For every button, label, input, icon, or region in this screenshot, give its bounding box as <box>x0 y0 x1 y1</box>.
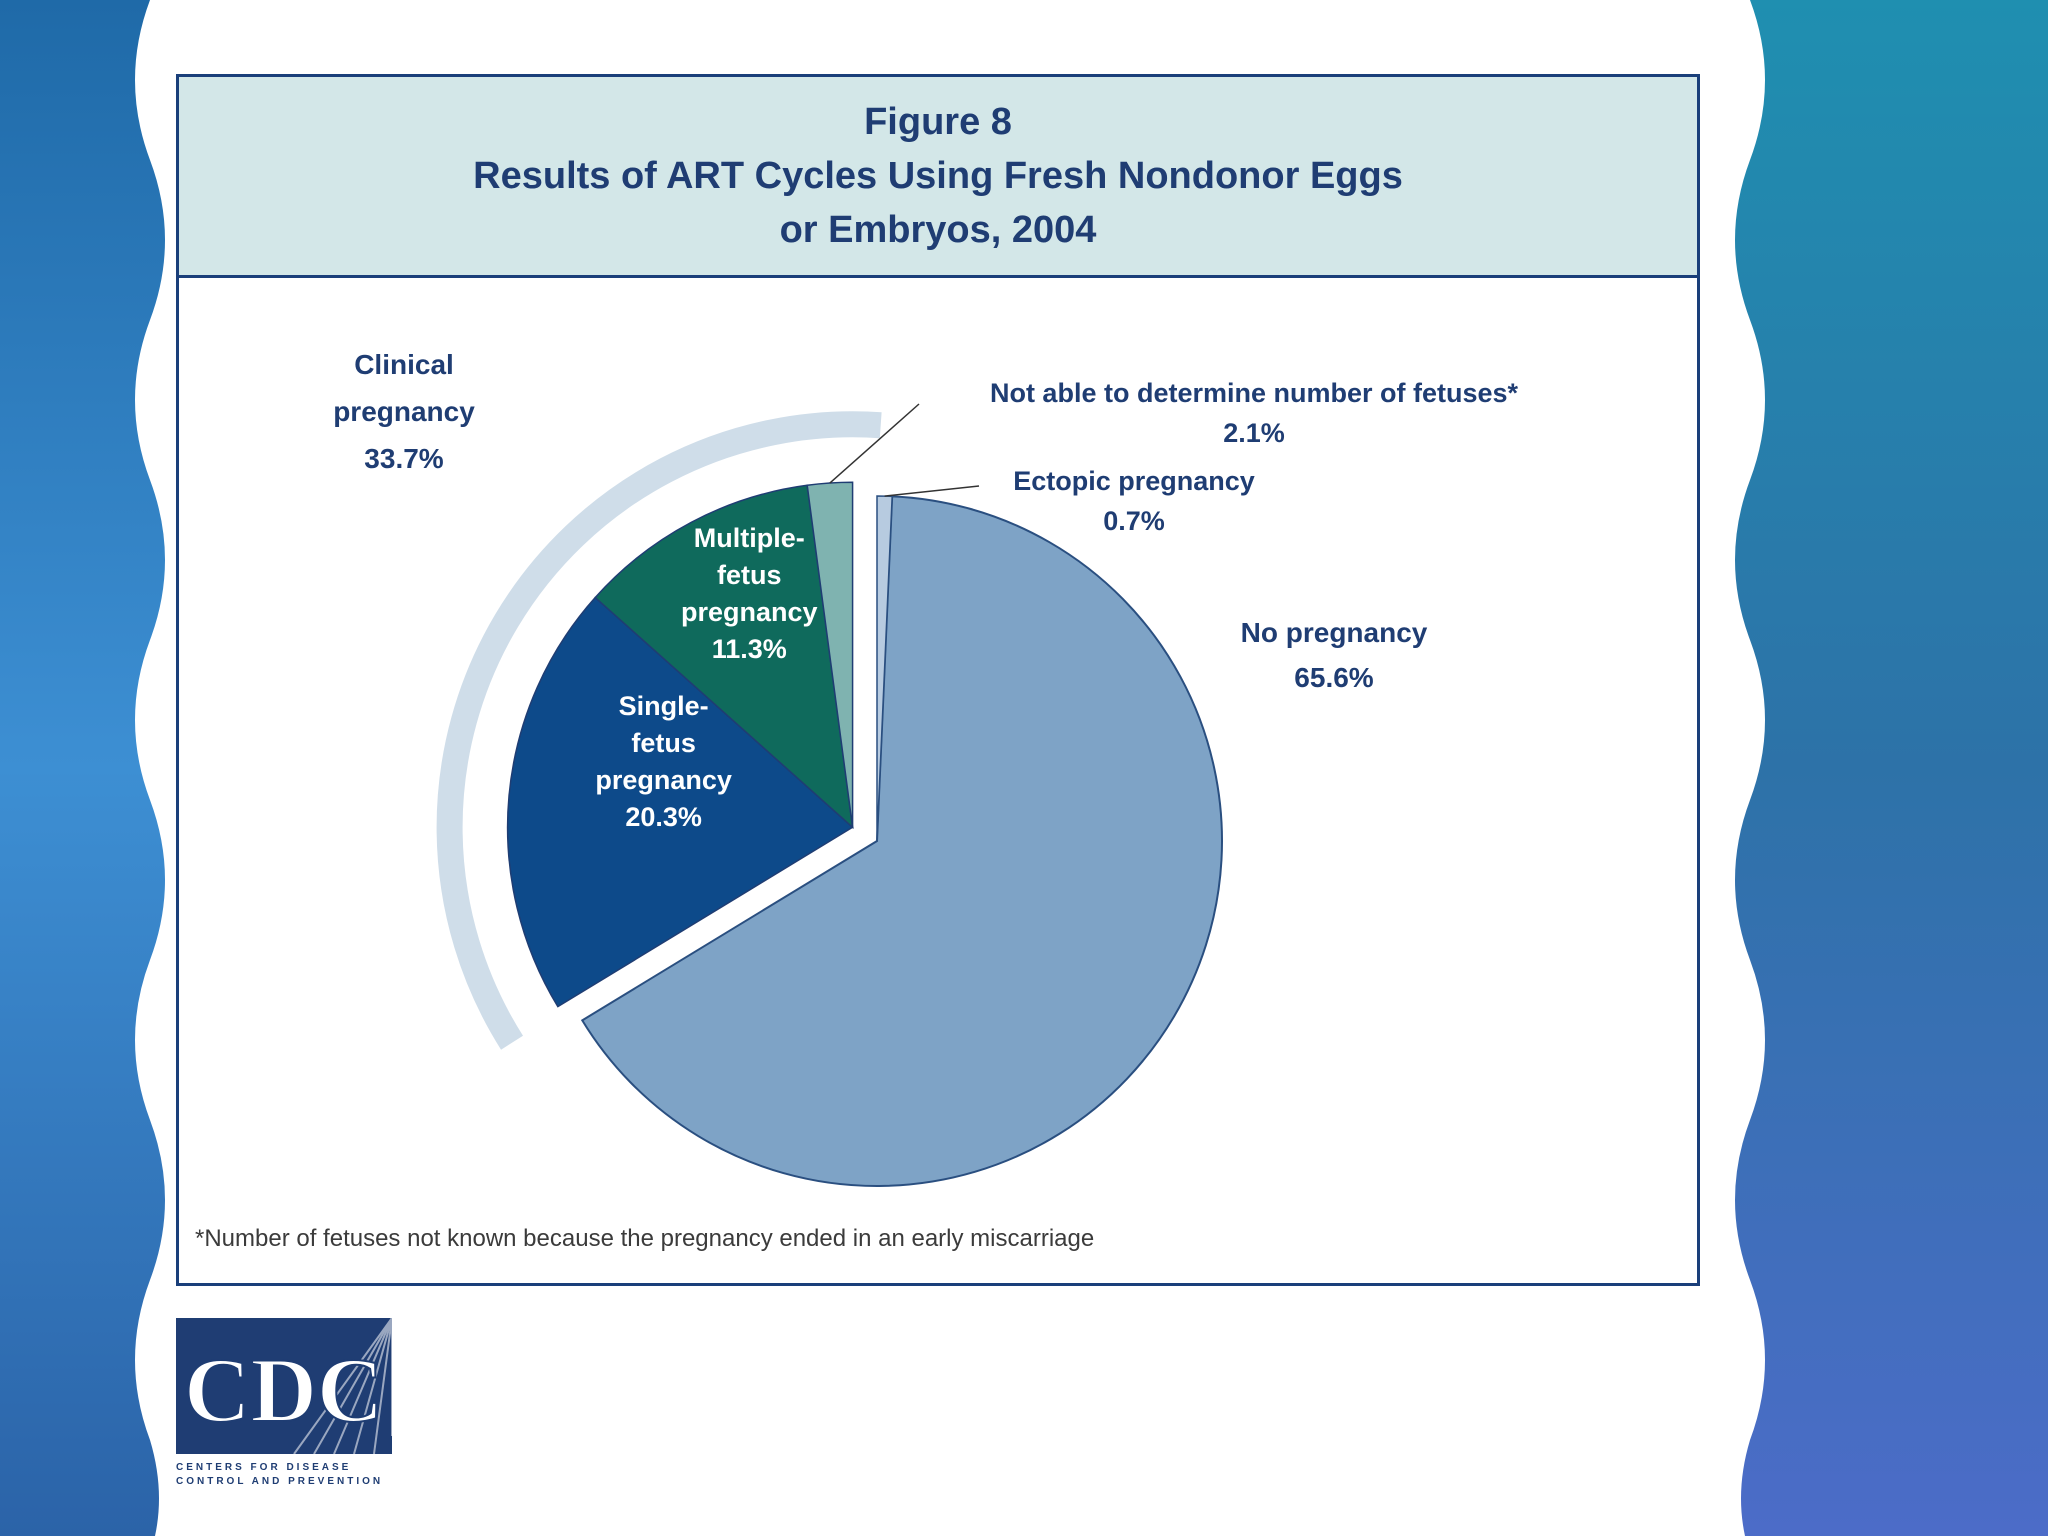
cdc-logo-subtitle-line1: CENTERS FOR DISEASE <box>176 1462 351 1473</box>
background-left-wave <box>0 0 165 1536</box>
pie-chart: Single-fetus pregnancy 20.3% Multiple-fetus… <box>333 349 1519 1187</box>
cdc-logo: CDC CENTERS FOR DISEASE CONTROL AND PREV… <box>176 1317 393 1486</box>
slice-ectopic-pregnancy <box>876 495 893 842</box>
background-right-wave <box>1735 0 2048 1536</box>
leader-ectopic <box>884 485 980 497</box>
label-multiple: Multiple-fetus pregnancy 11.3% <box>681 523 818 664</box>
leader-not-determined <box>829 403 920 484</box>
cdc-logo-text: CDC <box>184 1339 383 1441</box>
cdc-logo-subtitle-line2: CONTROL AND PREVENTION <box>176 1476 383 1486</box>
slice-single <box>506 596 854 1008</box>
figure-title-line2: or Embryos, 2004 <box>779 209 1097 251</box>
cdc-logo-box <box>176 1318 392 1454</box>
cdc-logo-rays <box>293 1317 393 1455</box>
figure-title-line1: Results of ART Cycles Using Fresh Nondon… <box>473 155 1403 197</box>
footnote: *Number of fetuses not known because the… <box>195 1225 1095 1252</box>
title-band: Figure 8 Results of ART Cycles Using Fre… <box>179 77 1697 278</box>
slice-multiple <box>594 484 854 830</box>
figure-number: Figure 8 <box>864 101 1012 143</box>
label-clinical-pregnancy: Clinical pregnancy 33.7% <box>333 349 475 474</box>
label-ectopic-pregnancy: Ectopic pregnancy 0.7% <box>1013 466 1255 536</box>
slice-no-pregnancy <box>580 495 1223 1187</box>
clinical-pregnancy-arc <box>436 411 882 1050</box>
label-single: Single-fetus pregnancy 20.3% <box>595 691 732 832</box>
figure-frame: Figure 8 Results of ART Cycles Using Fre… <box>176 74 1700 1286</box>
label-not-determined: Not able to determine number of fetuses*… <box>990 378 1519 448</box>
label-no-pregnancy: No pregnancy 65.6% <box>1241 617 1428 693</box>
